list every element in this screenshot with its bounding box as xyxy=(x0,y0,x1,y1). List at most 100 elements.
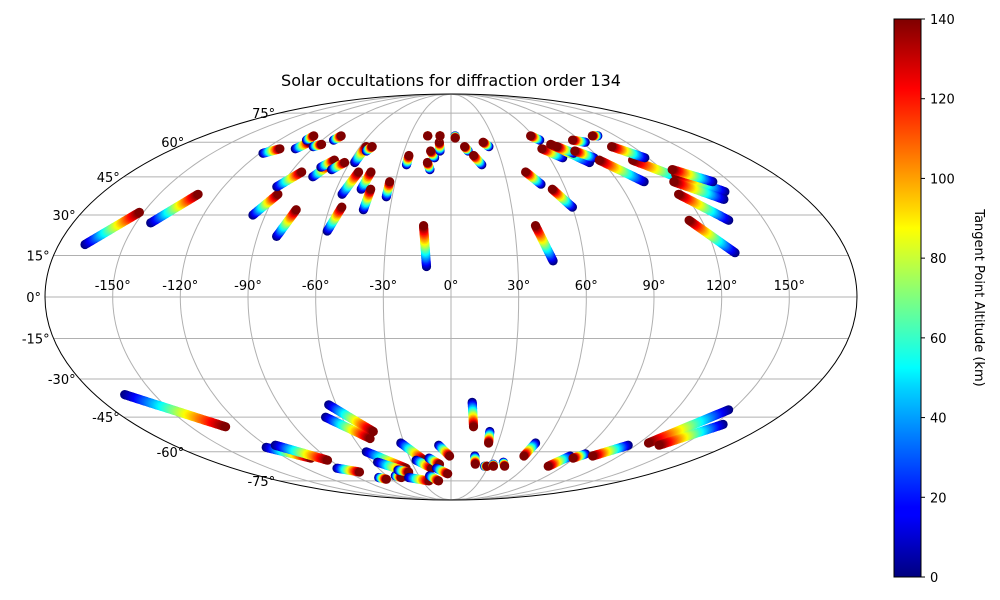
latitude-tick-label: 60° xyxy=(161,136,184,151)
colorbar-label: Tangent Point Altitude (km) xyxy=(971,208,986,386)
occultation-point xyxy=(340,157,350,168)
latitude-tick-label: 15° xyxy=(27,249,50,264)
occultation-track xyxy=(521,167,546,189)
latitude-tick-label: 45° xyxy=(97,171,120,186)
occultation-track xyxy=(426,146,440,163)
occultation-point xyxy=(543,461,553,471)
occultation-track xyxy=(519,438,541,461)
occultation-track xyxy=(374,472,391,484)
colorbar-gradient xyxy=(893,18,922,578)
occultation-track xyxy=(308,139,327,152)
occultation-track xyxy=(543,451,575,471)
occultation-point xyxy=(337,202,347,212)
occultation-point xyxy=(381,474,391,484)
occultation-track xyxy=(301,131,319,145)
occultation-track xyxy=(332,463,365,477)
occultation-point xyxy=(291,205,301,215)
occultation-track xyxy=(425,471,444,486)
occultation-point xyxy=(317,139,327,149)
colorbar-tick-label: 100 xyxy=(930,172,955,187)
longitude-tick-labels: -150° -120° -90° -60° -30° 0° 30° 60° 90° 120° 150… xyxy=(95,279,805,294)
occultation-track xyxy=(484,426,495,448)
occultation-track xyxy=(422,157,435,175)
occultation-track xyxy=(322,202,347,236)
occultation-track xyxy=(607,142,650,163)
occultation-track xyxy=(381,177,395,202)
occultation-point xyxy=(674,189,684,199)
occultation-track xyxy=(419,221,432,272)
latitude-tick-label: -75° xyxy=(247,475,275,490)
occultation-track xyxy=(594,155,649,187)
latitude-tick-label: 0° xyxy=(26,291,41,306)
occultation-track xyxy=(547,184,578,212)
colorbar: 0 20 40 60 80 100 120 140 Tangent Point Altitud… xyxy=(893,13,986,586)
latitude-tick-label: 75° xyxy=(252,107,275,122)
latitude-tick-label: -15° xyxy=(22,333,50,348)
occultation-track xyxy=(146,189,203,228)
occultation-point xyxy=(519,451,529,461)
occultation-track xyxy=(356,167,376,194)
occultation-track xyxy=(460,142,473,156)
occultation-point xyxy=(547,184,557,194)
occultation-point xyxy=(488,461,498,471)
occultation-track xyxy=(324,400,378,437)
occultation-point xyxy=(366,167,376,177)
longitude-tick-label: -30° xyxy=(369,279,397,294)
colorbar-tick-label: 140 xyxy=(930,13,955,28)
occultation-track xyxy=(587,131,603,141)
latitude-tick-label: -30° xyxy=(48,373,76,388)
occultation-track xyxy=(270,440,333,465)
occultation-point xyxy=(273,189,283,199)
occultation-point xyxy=(275,144,285,154)
occultation-track xyxy=(337,167,364,199)
occultation-point xyxy=(484,438,494,448)
occultation-track xyxy=(674,189,734,225)
occultation-point xyxy=(445,451,455,461)
occultation-point xyxy=(643,438,654,448)
occultation-point xyxy=(530,221,541,231)
occultation-track xyxy=(258,144,285,158)
occultation-point xyxy=(221,422,231,432)
occultation-point xyxy=(667,165,677,175)
occultation-track xyxy=(423,131,433,141)
occultation-point xyxy=(552,142,562,152)
occultation-point xyxy=(193,189,203,199)
occultation-track xyxy=(401,150,414,170)
occultation-track xyxy=(488,459,498,471)
occultation-track xyxy=(321,412,375,444)
occultation-track xyxy=(434,137,445,156)
occultation-point xyxy=(419,221,429,231)
occultation-track xyxy=(654,419,728,450)
occultation-point xyxy=(607,142,617,152)
occultation-track xyxy=(568,135,590,147)
colorbar-tick-label: 0 xyxy=(930,571,938,586)
occultation-track xyxy=(537,144,568,163)
occultation-point xyxy=(500,461,510,471)
occultation-track xyxy=(480,461,492,471)
occultation-point xyxy=(478,137,488,147)
longitude-tick-label: 120° xyxy=(706,279,737,294)
occultation-point xyxy=(354,467,365,477)
occultation-track xyxy=(498,457,510,471)
longitude-tick-label: 150° xyxy=(774,279,805,294)
occultation-point xyxy=(537,144,547,154)
occultation-track xyxy=(327,157,350,175)
occultation-point xyxy=(435,131,445,141)
occultation-point xyxy=(570,146,580,156)
occultation-track xyxy=(478,137,494,152)
occultation-point xyxy=(297,167,307,177)
occultation-point xyxy=(354,167,364,177)
graticule xyxy=(45,93,857,501)
occultation-point xyxy=(366,184,376,194)
occultation-point xyxy=(365,433,375,444)
occultation-track xyxy=(272,167,307,192)
occultation-point xyxy=(385,177,395,187)
colorbar-tick-label: 60 xyxy=(930,332,947,347)
longitude-tick-label: -120° xyxy=(162,279,198,294)
occultation-track xyxy=(248,189,283,220)
occultation-track xyxy=(588,440,633,461)
longitude-tick-label: 30° xyxy=(507,279,530,294)
occultation-track xyxy=(467,397,479,432)
occultation-point xyxy=(460,142,470,152)
